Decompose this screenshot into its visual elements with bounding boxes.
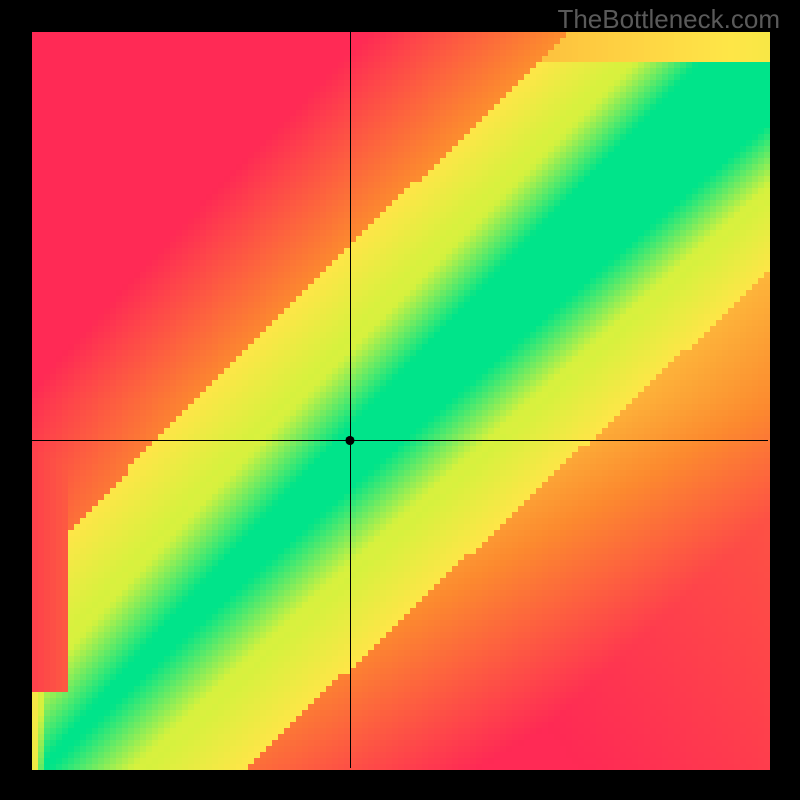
watermark-label: TheBottleneck.com [557, 4, 780, 35]
bottleneck-heatmap-canvas [0, 0, 800, 800]
chart-container: TheBottleneck.com [0, 0, 800, 800]
